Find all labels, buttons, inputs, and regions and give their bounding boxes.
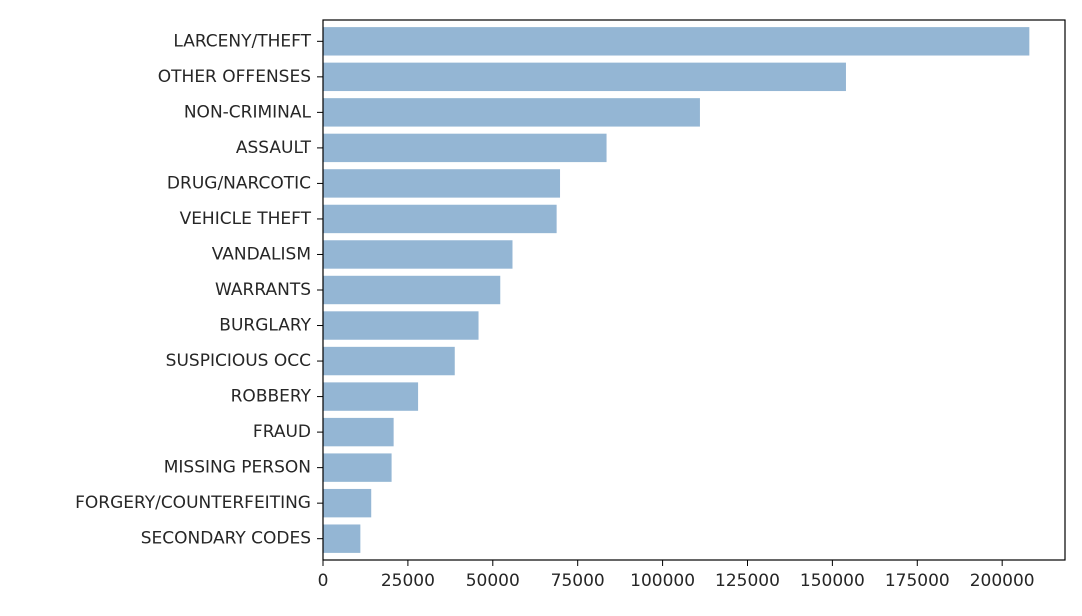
y-tick-label: WARRANTS (215, 280, 311, 300)
bar-non-criminal (323, 98, 700, 127)
y-tick-label: ROBBERY (231, 387, 312, 407)
bar-forgery-counterfeiting (323, 488, 372, 518)
y-tick-label: ASSAULT (236, 138, 312, 158)
x-tick-label: 200000 (970, 571, 1035, 591)
bar-warrants (323, 275, 501, 305)
y-tick-label: NON-CRIMINAL (184, 102, 312, 122)
y-tick-label: BURGLARY (219, 316, 311, 336)
plot-frame (322, 19, 1066, 561)
y-tick-label: LARCENY/THEFT (173, 31, 311, 51)
x-tick-label: 175000 (885, 571, 950, 591)
y-tick-label: VANDALISM (212, 244, 311, 264)
y-tick-label: FRAUD (253, 422, 311, 442)
bar-robbery (323, 382, 419, 411)
x-tick-label: 150000 (800, 571, 865, 591)
bar-assault (323, 133, 607, 163)
x-tick-label: 100000 (630, 571, 695, 591)
y-tick-label: VEHICLE THEFT (180, 209, 312, 229)
y-tick-label: OTHER OFFENSES (158, 67, 311, 87)
x-tick-label: 50000 (466, 571, 520, 591)
bar-burglary (323, 311, 479, 340)
x-ticks-group: 0 25000 50000 75000 100000 125000 150000 175000… (318, 560, 1035, 591)
bar-other-offenses (323, 62, 846, 92)
bar-vehicle-theft (323, 204, 557, 234)
x-tick-label: 25000 (381, 571, 435, 591)
bar-secondary-codes (323, 524, 361, 553)
y-tick-label: DRUG/NARCOTIC (167, 173, 311, 193)
bar-larceny-theft (323, 27, 1030, 56)
bar-vandalism (323, 240, 513, 269)
x-tick-label: 125000 (715, 571, 780, 591)
x-tick-label: 75000 (551, 571, 605, 591)
y-tick-label: MISSING PERSON (164, 458, 311, 478)
bars-group (323, 27, 1030, 553)
bar-drug-narcotic (323, 169, 561, 198)
bar-fraud (323, 417, 394, 447)
y-tick-label: SUSPICIOUS OCC (166, 351, 311, 371)
y-tick-label: SECONDARY CODES (141, 529, 311, 549)
bar-missing-person (323, 453, 392, 482)
y-tick-label: FORGERY/COUNTERFEITING (75, 493, 311, 513)
x-tick-label: 0 (318, 571, 329, 591)
bar-suspicious-occ (323, 346, 455, 376)
y-tick-labels: LARCENY/THEFT OTHER OFFENSES NON-CRIMINAL A… (75, 31, 323, 549)
